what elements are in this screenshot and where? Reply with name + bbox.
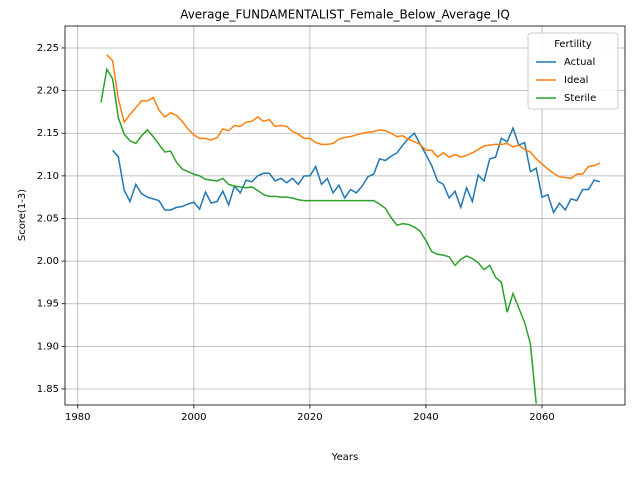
legend-label: Sterile <box>564 93 596 104</box>
y-tick-label: 2.10 <box>37 171 59 182</box>
x-tick-label: 2040 <box>413 412 438 423</box>
y-tick-label: 2.00 <box>37 256 59 267</box>
y-tick-label: 1.90 <box>37 341 59 352</box>
data-line <box>100 67 537 404</box>
x-tick-label: 2060 <box>529 412 554 423</box>
x-tick-label: 1980 <box>65 412 90 423</box>
chart-title: Average_FUNDAMENTALIST_Female_Below_Aver… <box>180 8 510 22</box>
plot-frame <box>64 25 626 406</box>
legend-box <box>527 32 619 110</box>
x-tick-label: 2000 <box>181 412 206 423</box>
y-tick-label: 2.20 <box>37 86 59 97</box>
y-axis-label: Score(1-3) <box>17 189 28 241</box>
legend-label: Ideal <box>564 75 588 86</box>
x-tick-label: 2020 <box>297 412 322 423</box>
data-line <box>106 54 601 180</box>
y-tick-label: 1.85 <box>37 384 59 395</box>
y-tick-label: 2.05 <box>37 213 59 224</box>
x-axis-label: Years <box>331 452 358 463</box>
y-tick-label: 2.15 <box>37 128 59 139</box>
y-tick-label: 1.95 <box>37 299 59 310</box>
y-tick-label: 2.25 <box>37 43 59 54</box>
legend-label: Actual <box>564 57 595 68</box>
legend-title: Fertility <box>554 39 592 50</box>
